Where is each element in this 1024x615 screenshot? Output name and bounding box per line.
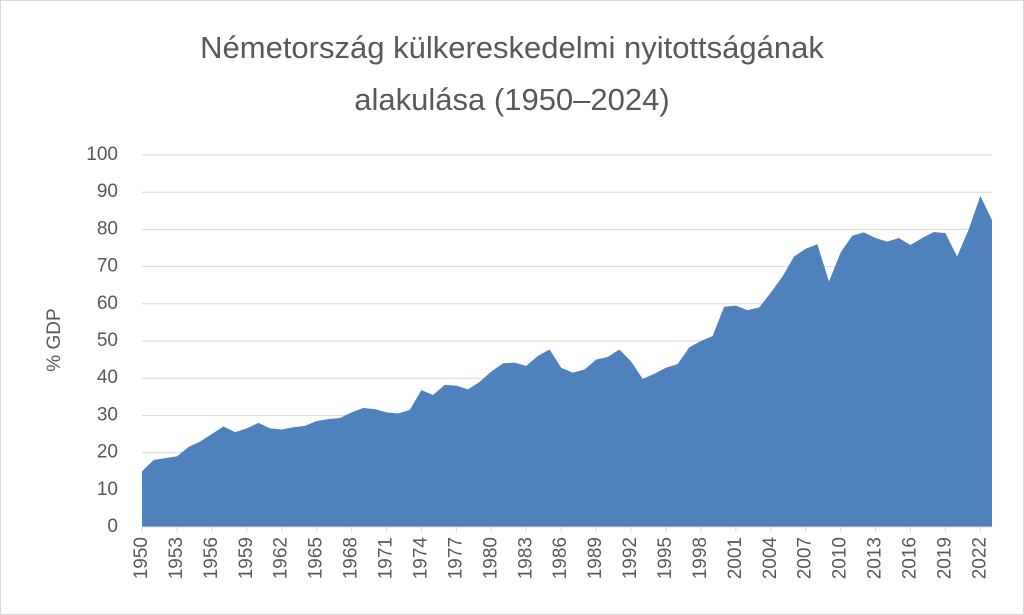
x-tick-label: 1950 <box>131 537 152 579</box>
y-axis-title: % GDP <box>44 308 65 371</box>
x-tick-label: 1995 <box>655 537 676 579</box>
area <box>142 195 992 528</box>
x-tick-label: 2013 <box>865 537 886 579</box>
x-tick-label: 2001 <box>725 537 746 579</box>
x-tick-label: 2010 <box>830 537 851 579</box>
y-tick-label: 10 <box>97 479 118 500</box>
y-tick-label: 20 <box>97 442 118 463</box>
y-tick-label: 90 <box>97 181 118 202</box>
x-tick-label: 1992 <box>620 537 641 579</box>
x-tick-label: 1956 <box>201 537 222 579</box>
x-tick-label: 1989 <box>585 537 606 579</box>
y-tick-label: 40 <box>97 367 118 388</box>
x-tick-label: 2004 <box>760 537 781 580</box>
x-tick-label: 1971 <box>376 537 397 579</box>
x-tick-label: 2019 <box>934 537 955 579</box>
y-tick-label: 60 <box>97 293 118 314</box>
x-tick-label: 1953 <box>166 537 187 579</box>
y-tick-label: 30 <box>97 404 118 425</box>
x-tick-label: 1965 <box>306 537 327 579</box>
x-tick-label: 1977 <box>445 537 466 579</box>
chart-title-line: alakulása (1950–2024) <box>354 82 669 117</box>
y-tick-label: 0 <box>107 516 118 537</box>
x-tick-label: 1974 <box>410 537 431 580</box>
y-tick-label: 80 <box>97 218 118 239</box>
chart-title-line: Németország külkereskedelmi nyitottságán… <box>200 30 824 65</box>
y-tick-label: 50 <box>97 330 118 351</box>
x-tick-label: 1959 <box>236 537 257 579</box>
x-tick-label: 2022 <box>969 537 990 579</box>
x-tick-label: 1983 <box>515 537 536 579</box>
y-tick-label: 100 <box>86 144 118 165</box>
x-tick-label: 1998 <box>690 537 711 579</box>
x-tick-label: 1962 <box>271 537 292 579</box>
x-tick-label: 1980 <box>480 537 501 579</box>
y-tick-label: 70 <box>97 256 118 277</box>
x-tick-label: 1968 <box>341 537 362 579</box>
x-tick-label: 2016 <box>900 537 921 579</box>
x-tick-label: 1986 <box>550 537 571 579</box>
x-tick-label: 2007 <box>795 537 816 579</box>
